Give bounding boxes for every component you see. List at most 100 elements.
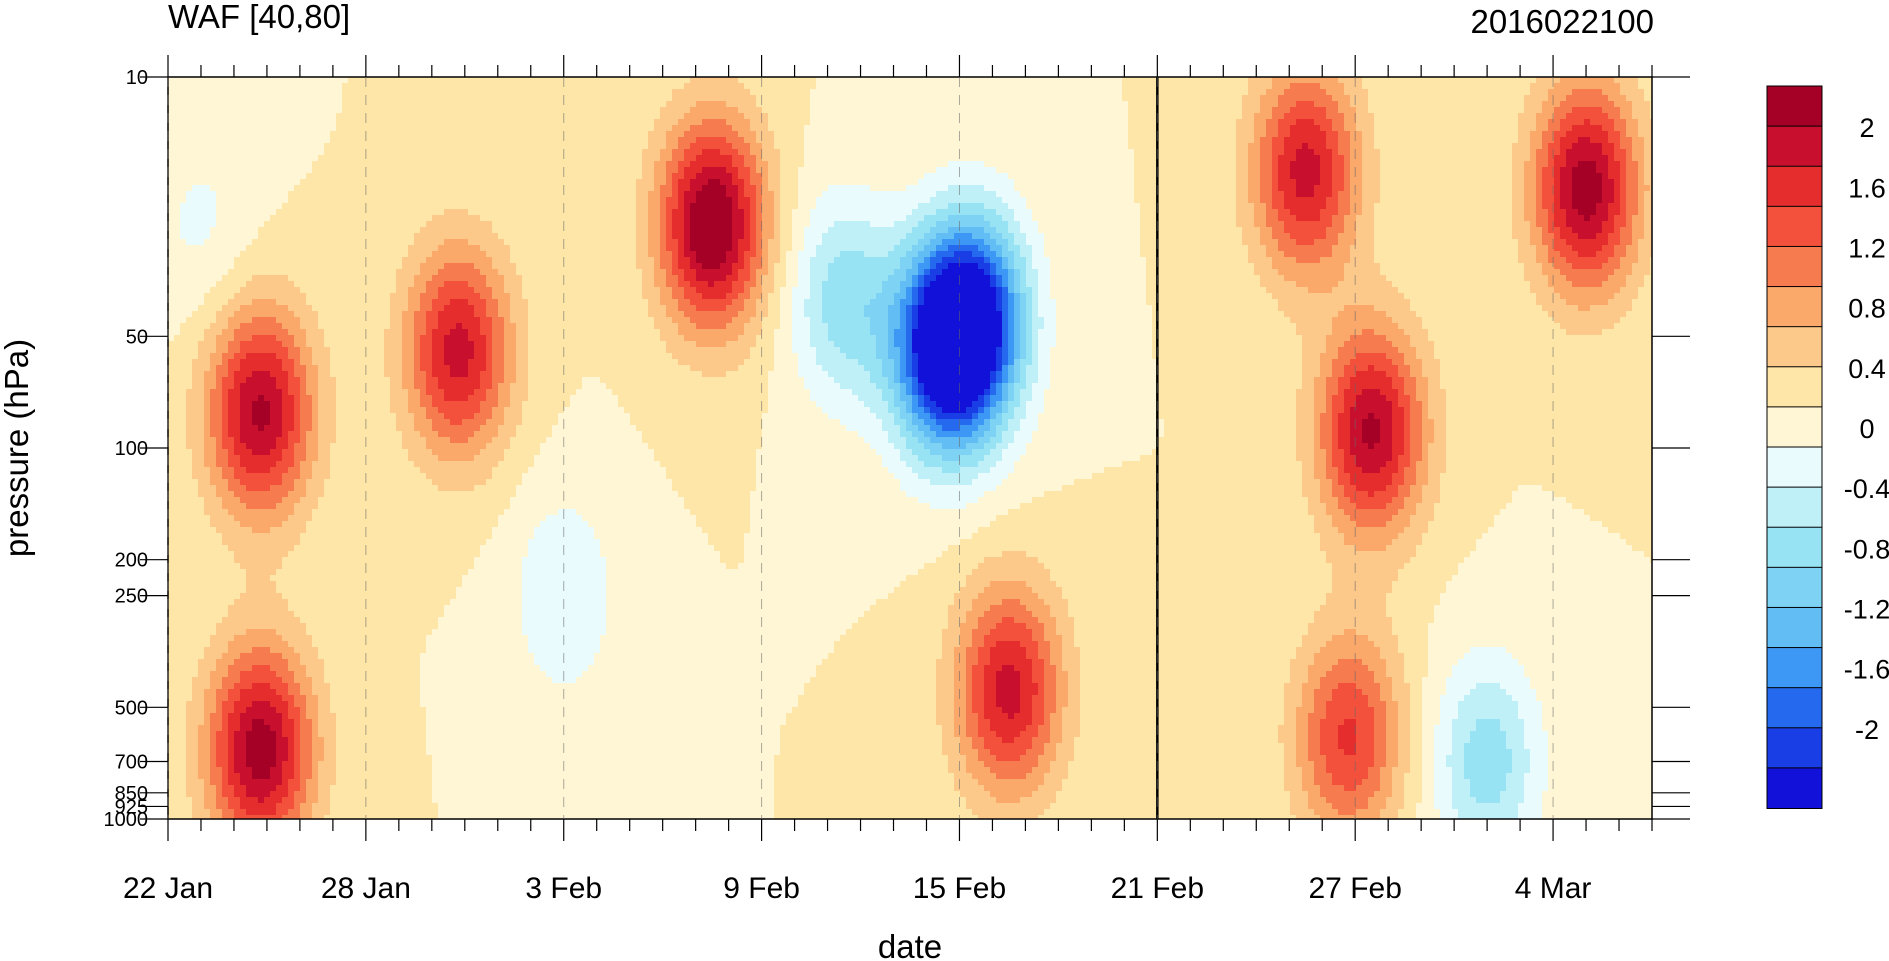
contour-cell xyxy=(360,695,367,702)
contour-cell xyxy=(222,383,229,390)
contour-cell xyxy=(216,119,223,126)
contour-cell xyxy=(228,203,235,210)
contour-cell xyxy=(372,749,379,756)
contour-cell xyxy=(186,635,193,642)
contour-cell xyxy=(186,785,193,792)
contour-cell xyxy=(270,395,277,402)
contour-cell xyxy=(210,89,217,96)
contour-cell xyxy=(342,611,349,618)
contour-cell xyxy=(330,503,337,510)
contour-cell xyxy=(252,341,259,348)
contour-cell xyxy=(378,485,385,492)
contour-cell xyxy=(198,287,205,294)
contour-cell xyxy=(240,533,247,540)
contour-cell xyxy=(306,317,313,324)
contour-cell xyxy=(258,743,265,750)
contour-cell xyxy=(252,545,259,552)
contour-cell xyxy=(396,119,403,126)
contour-cell xyxy=(396,749,403,756)
contour-cell xyxy=(258,365,265,372)
contour-cell xyxy=(372,401,379,408)
contour-cell xyxy=(342,377,349,384)
contour-cell xyxy=(396,653,403,660)
contour-cell xyxy=(210,689,217,696)
contour-cell xyxy=(210,731,217,738)
contour-cell xyxy=(186,725,193,732)
contour-cell xyxy=(390,545,397,552)
contour-cell xyxy=(312,407,319,414)
contour-cell xyxy=(342,167,349,174)
contour-cell xyxy=(180,419,187,426)
contour-cell xyxy=(210,779,217,786)
contour-cell xyxy=(330,329,337,336)
contour-cell xyxy=(192,725,199,732)
contour-cell xyxy=(378,215,385,222)
contour-cell xyxy=(402,221,409,228)
contour-cell xyxy=(300,77,307,84)
contour-cell xyxy=(240,185,247,192)
contour-cell xyxy=(222,659,229,666)
contour-cell xyxy=(360,545,367,552)
contour-cell xyxy=(288,299,295,306)
contour-cell xyxy=(396,299,403,306)
contour-cell xyxy=(168,755,175,762)
contour-cell xyxy=(288,677,295,684)
contour-cell xyxy=(198,791,205,798)
contour-cell xyxy=(300,119,307,126)
contour-cell xyxy=(198,743,205,750)
contour-cell xyxy=(228,443,235,450)
contour-cell xyxy=(168,617,175,624)
contour-cell xyxy=(264,425,271,432)
contour-cell xyxy=(216,569,223,576)
contour-cell xyxy=(186,131,193,138)
contour-cell xyxy=(258,383,265,390)
contour-cell xyxy=(204,83,211,90)
contour-cell xyxy=(294,707,301,714)
contour-cell xyxy=(228,671,235,678)
contour-cell xyxy=(312,359,319,366)
contour-cell xyxy=(312,101,319,108)
contour-cell xyxy=(366,137,373,144)
contour-cell xyxy=(204,677,211,684)
contour-cell xyxy=(306,287,313,294)
contour-cell xyxy=(216,629,223,636)
contour-cell xyxy=(258,437,265,444)
contour-cell xyxy=(408,203,415,210)
contour-cell xyxy=(186,173,193,180)
contour-cell xyxy=(402,761,409,768)
contour-cell xyxy=(330,137,337,144)
contour-cell xyxy=(288,671,295,678)
contour-cell xyxy=(204,287,211,294)
contour-cell xyxy=(240,419,247,426)
contour-cell xyxy=(240,347,247,354)
contour-cell xyxy=(354,767,361,774)
contour-cell xyxy=(204,569,211,576)
contour-cell xyxy=(396,485,403,492)
contour-cell xyxy=(330,497,337,504)
contour-cell xyxy=(192,197,199,204)
contour-cell xyxy=(408,299,415,306)
contour-cell xyxy=(300,221,307,228)
contour-cell xyxy=(336,323,343,330)
contour-cell xyxy=(396,335,403,342)
contour-cell xyxy=(234,809,241,816)
contour-cell xyxy=(342,257,349,264)
contour-cell xyxy=(276,545,283,552)
contour-cell xyxy=(234,413,241,420)
contour-cell xyxy=(342,545,349,552)
contour-cell xyxy=(264,167,271,174)
contour-cell xyxy=(168,551,175,558)
contour-cell xyxy=(324,197,331,204)
contour-cell xyxy=(252,707,259,714)
contour-cell xyxy=(354,131,361,138)
contour-cell xyxy=(342,755,349,762)
contour-cell xyxy=(402,593,409,600)
contour-cell xyxy=(282,269,289,276)
contour-cell xyxy=(300,563,307,570)
contour-cell xyxy=(390,239,397,246)
contour-cell xyxy=(252,299,259,306)
contour-cell xyxy=(198,101,205,108)
contour-cell xyxy=(246,359,253,366)
contour-cell xyxy=(210,389,217,396)
contour-cell xyxy=(324,251,331,258)
